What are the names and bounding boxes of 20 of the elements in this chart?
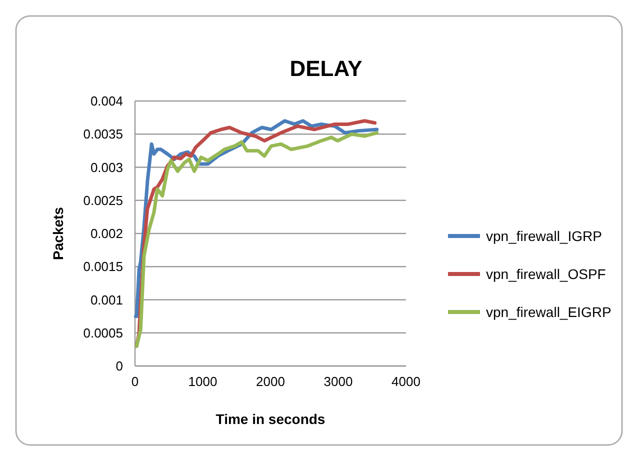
y-tick-label: 0.003 — [90, 160, 123, 175]
legend-label: vpn_firewall_IGRP — [486, 228, 602, 244]
x-tick-label: 4000 — [392, 374, 420, 389]
y-axis-title: Packets — [50, 206, 66, 260]
legend-label: vpn_firewall_EIGRP — [486, 304, 612, 320]
y-tick-label: 0.002 — [90, 226, 123, 242]
y-tick-label: 0.004 — [90, 94, 123, 109]
x-tick-label: 0 — [131, 374, 139, 389]
x-tick-label: 1000 — [188, 374, 218, 389]
y-tick-label: 0 — [116, 358, 123, 374]
x-axis-title: Time in seconds — [216, 411, 326, 427]
chart-title: DELAY — [290, 56, 363, 81]
y-tick-label: 0.0015 — [83, 259, 123, 274]
y-tick-label: 0.0005 — [83, 325, 123, 340]
legend-label: vpn_firewall_OSPF — [486, 266, 606, 282]
y-tick-label: 0.001 — [90, 292, 123, 308]
y-tick-label: 0.0035 — [83, 126, 123, 142]
x-tick-label: 2000 — [256, 374, 285, 389]
x-tick-label: 3000 — [324, 374, 353, 389]
y-tick-label: 0.0025 — [83, 192, 123, 208]
